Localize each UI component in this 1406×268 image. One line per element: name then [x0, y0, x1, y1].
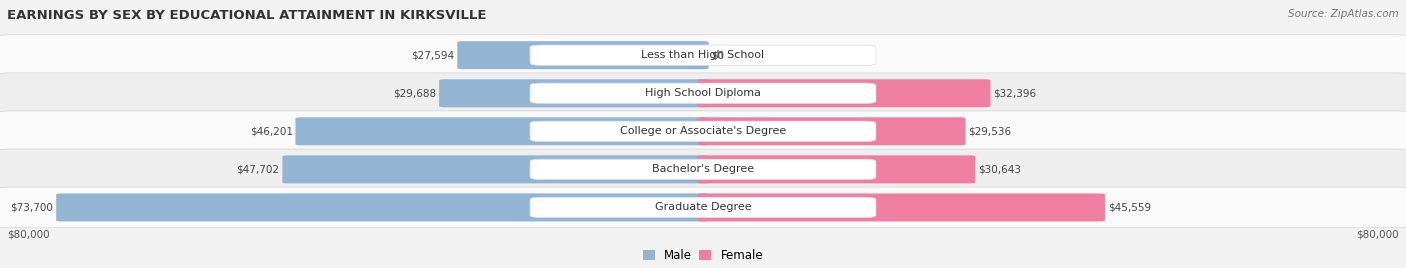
Text: Source: ZipAtlas.com: Source: ZipAtlas.com	[1288, 9, 1399, 19]
Text: $47,702: $47,702	[236, 164, 280, 174]
Text: $80,000: $80,000	[7, 229, 49, 239]
Text: Less than High School: Less than High School	[641, 50, 765, 60]
Text: College or Associate's Degree: College or Associate's Degree	[620, 126, 786, 136]
Text: $45,559: $45,559	[1108, 202, 1152, 213]
Text: $46,201: $46,201	[250, 126, 292, 136]
FancyBboxPatch shape	[530, 121, 876, 142]
FancyBboxPatch shape	[697, 117, 966, 145]
Text: Graduate Degree: Graduate Degree	[655, 202, 751, 213]
Legend: Male, Female: Male, Female	[643, 249, 763, 262]
FancyBboxPatch shape	[0, 35, 1406, 76]
Text: $30,643: $30,643	[979, 164, 1021, 174]
FancyBboxPatch shape	[697, 155, 976, 183]
Text: $73,700: $73,700	[10, 202, 53, 213]
FancyBboxPatch shape	[530, 197, 876, 218]
FancyBboxPatch shape	[0, 187, 1406, 228]
FancyBboxPatch shape	[697, 79, 990, 107]
FancyBboxPatch shape	[697, 193, 1105, 221]
FancyBboxPatch shape	[530, 83, 876, 103]
FancyBboxPatch shape	[439, 79, 709, 107]
FancyBboxPatch shape	[0, 149, 1406, 190]
FancyBboxPatch shape	[283, 155, 709, 183]
Text: $29,536: $29,536	[969, 126, 1011, 136]
FancyBboxPatch shape	[0, 73, 1406, 114]
Text: $27,594: $27,594	[412, 50, 454, 60]
Text: $0: $0	[711, 50, 724, 60]
FancyBboxPatch shape	[530, 45, 876, 65]
Text: High School Diploma: High School Diploma	[645, 88, 761, 98]
FancyBboxPatch shape	[0, 111, 1406, 152]
Text: $32,396: $32,396	[993, 88, 1036, 98]
FancyBboxPatch shape	[457, 41, 709, 69]
Text: Bachelor's Degree: Bachelor's Degree	[652, 164, 754, 174]
Text: EARNINGS BY SEX BY EDUCATIONAL ATTAINMENT IN KIRKSVILLE: EARNINGS BY SEX BY EDUCATIONAL ATTAINMEN…	[7, 9, 486, 23]
Text: $29,688: $29,688	[394, 88, 436, 98]
FancyBboxPatch shape	[56, 193, 709, 221]
FancyBboxPatch shape	[295, 117, 709, 145]
FancyBboxPatch shape	[530, 159, 876, 180]
Text: $80,000: $80,000	[1357, 229, 1399, 239]
